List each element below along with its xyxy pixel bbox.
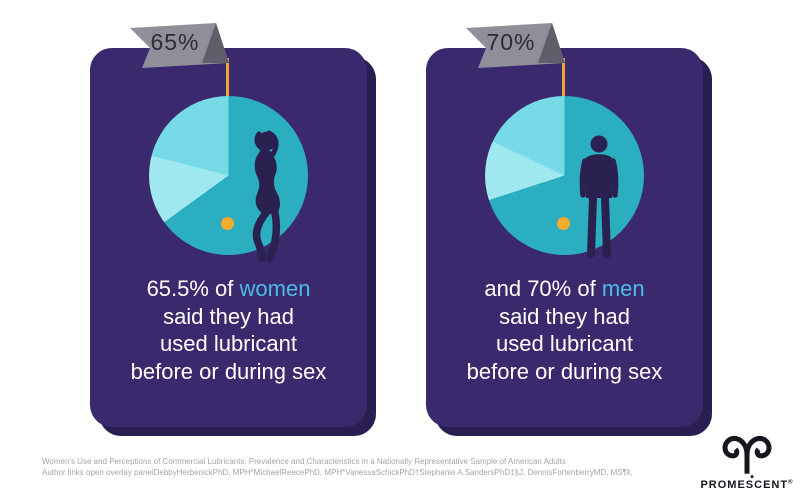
- woman-silhouette-icon: [236, 130, 296, 263]
- stat-line-1: and 70% of men: [484, 276, 645, 301]
- pole-dot: [557, 217, 570, 230]
- man-silhouette-icon: [572, 134, 626, 260]
- footer-citation: Women's Use and Perceptions of Commercia…: [42, 456, 662, 478]
- citation-authors: Author links open overlay panelDebbyHerb…: [42, 468, 633, 477]
- registered-mark: ®: [788, 479, 794, 486]
- stat-card-men: 70% and 70% of men said they had used lu…: [426, 23, 703, 427]
- ram-horns-icon: [722, 435, 772, 478]
- stat-line-4: before or during sex: [466, 358, 663, 384]
- citation-title: Women's Use and Perceptions of Commercia…: [42, 457, 566, 466]
- stat-line-1: 65.5% of women: [146, 276, 311, 301]
- stat-text-women: 65.5% of women said they had used lubric…: [90, 275, 367, 385]
- stat-line-4: before or during sex: [130, 358, 327, 384]
- banner-fold: [538, 23, 565, 63]
- stat-line-3: used lubricant: [496, 331, 633, 356]
- pole-dot: [221, 217, 234, 230]
- highlight-men: men: [601, 276, 645, 301]
- promescent-logo: PROMESCENT®: [697, 432, 797, 491]
- stat-line-2: said they had: [163, 303, 294, 329]
- percent-banner-men: 70%: [452, 22, 578, 70]
- highlight-women: women: [239, 276, 311, 301]
- stat-line-3: used lubricant: [160, 331, 297, 356]
- stat-text-men: and 70% of men said they had used lubric…: [426, 275, 703, 385]
- banner-label: 70%: [486, 29, 536, 55]
- stat-line-2: said they had: [499, 303, 630, 329]
- stat-card-women: 65% 65.5% of women said they had used lu…: [90, 23, 367, 427]
- brand-wordmark: PROMESCENT®: [700, 479, 794, 491]
- percent-banner-women: 65%: [116, 22, 242, 70]
- banner-label: 65%: [150, 29, 200, 55]
- banner-fold: [202, 23, 229, 63]
